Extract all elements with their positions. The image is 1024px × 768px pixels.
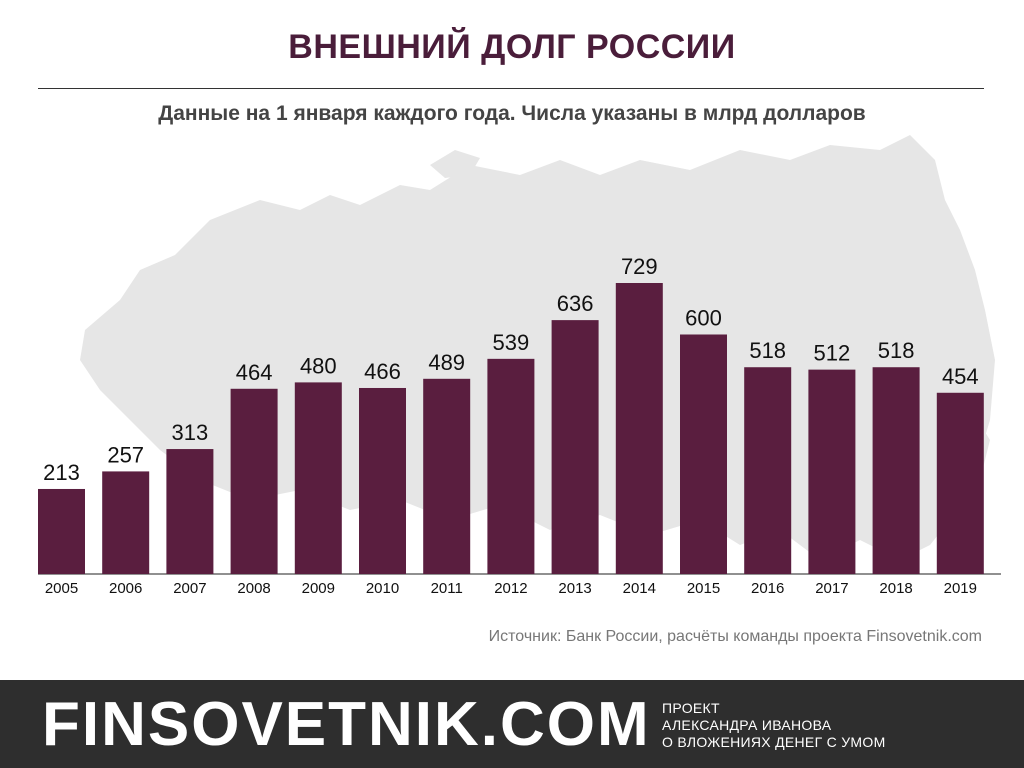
x-tick-2011: 2011 — [431, 580, 463, 597]
data-label-2009: 480 — [300, 353, 337, 378]
bar-2011 — [423, 378, 471, 574]
bar-2014 — [615, 283, 663, 574]
x-tick-2016: 2016 — [751, 580, 784, 597]
footer-bar — [0, 680, 1024, 768]
x-tick-2013: 2013 — [558, 580, 591, 597]
brand-tagline: ПРОЕКТ АЛЕКСАНДРА ИВАНОВА О ВЛОЖЕНИЯХ ДЕ… — [662, 700, 886, 751]
tagline-line-1: ПРОЕКТ — [662, 700, 720, 716]
data-label-2010: 466 — [364, 359, 401, 384]
bar-2008 — [230, 388, 278, 574]
data-label-2018: 518 — [878, 338, 915, 363]
data-label-2017: 512 — [814, 341, 851, 366]
bar-2010 — [359, 387, 406, 574]
data-label-2014: 729 — [621, 254, 658, 279]
bar-2006 — [102, 471, 150, 574]
bar-2007 — [166, 449, 214, 574]
data-label-2011: 489 — [428, 350, 465, 375]
bar-2018 — [872, 367, 920, 574]
bar-2005 — [38, 488, 85, 574]
data-label-2005: 213 — [43, 460, 80, 485]
bar-2019 — [936, 392, 984, 574]
data-label-2013: 636 — [557, 291, 594, 316]
x-tick-2015: 2015 — [687, 580, 720, 597]
x-tick-2006: 2006 — [109, 580, 142, 597]
bar-2017 — [808, 369, 856, 574]
data-label-2007: 313 — [172, 420, 209, 445]
x-tick-2010: 2010 — [366, 580, 399, 597]
x-tick-2012: 2012 — [494, 580, 527, 597]
tagline-line-3: О ВЛОЖЕНИЯХ ДЕНЕГ С УМОМ — [662, 734, 886, 750]
x-tick-2009: 2009 — [302, 580, 335, 597]
chart-subtitle: Данные на 1 января каждого года. Числа у… — [158, 102, 866, 125]
title-divider — [38, 88, 984, 89]
bar-2015 — [680, 334, 727, 574]
x-tick-2007: 2007 — [173, 580, 206, 597]
x-tick-2008: 2008 — [237, 580, 270, 597]
data-label-2008: 464 — [236, 360, 273, 385]
data-label-2012: 539 — [493, 330, 530, 355]
data-label-2015: 600 — [685, 305, 722, 330]
x-tick-2005: 2005 — [45, 580, 78, 597]
map-island — [430, 150, 480, 178]
chart-title: ВНЕШНИЙ ДОЛГ РОССИИ — [288, 28, 736, 66]
source-note: Источник: Банк России, расчёты команды п… — [488, 628, 982, 645]
x-tick-2019: 2019 — [944, 580, 977, 597]
data-label-2006: 257 — [107, 442, 144, 467]
x-tick-2018: 2018 — [879, 580, 912, 597]
bar-2009 — [294, 382, 342, 574]
bar-2012 — [487, 358, 535, 574]
bar-2016 — [744, 367, 792, 574]
brand-logo-text[interactable]: FINSOVETNIK.COM — [42, 690, 651, 759]
tagline-line-2: АЛЕКСАНДРА ИВАНОВА — [662, 717, 832, 733]
bar-2013 — [551, 320, 599, 574]
x-tick-2017: 2017 — [815, 580, 848, 597]
data-label-2019: 454 — [942, 364, 979, 389]
data-label-2016: 518 — [749, 338, 786, 363]
x-tick-2014: 2014 — [623, 580, 656, 597]
